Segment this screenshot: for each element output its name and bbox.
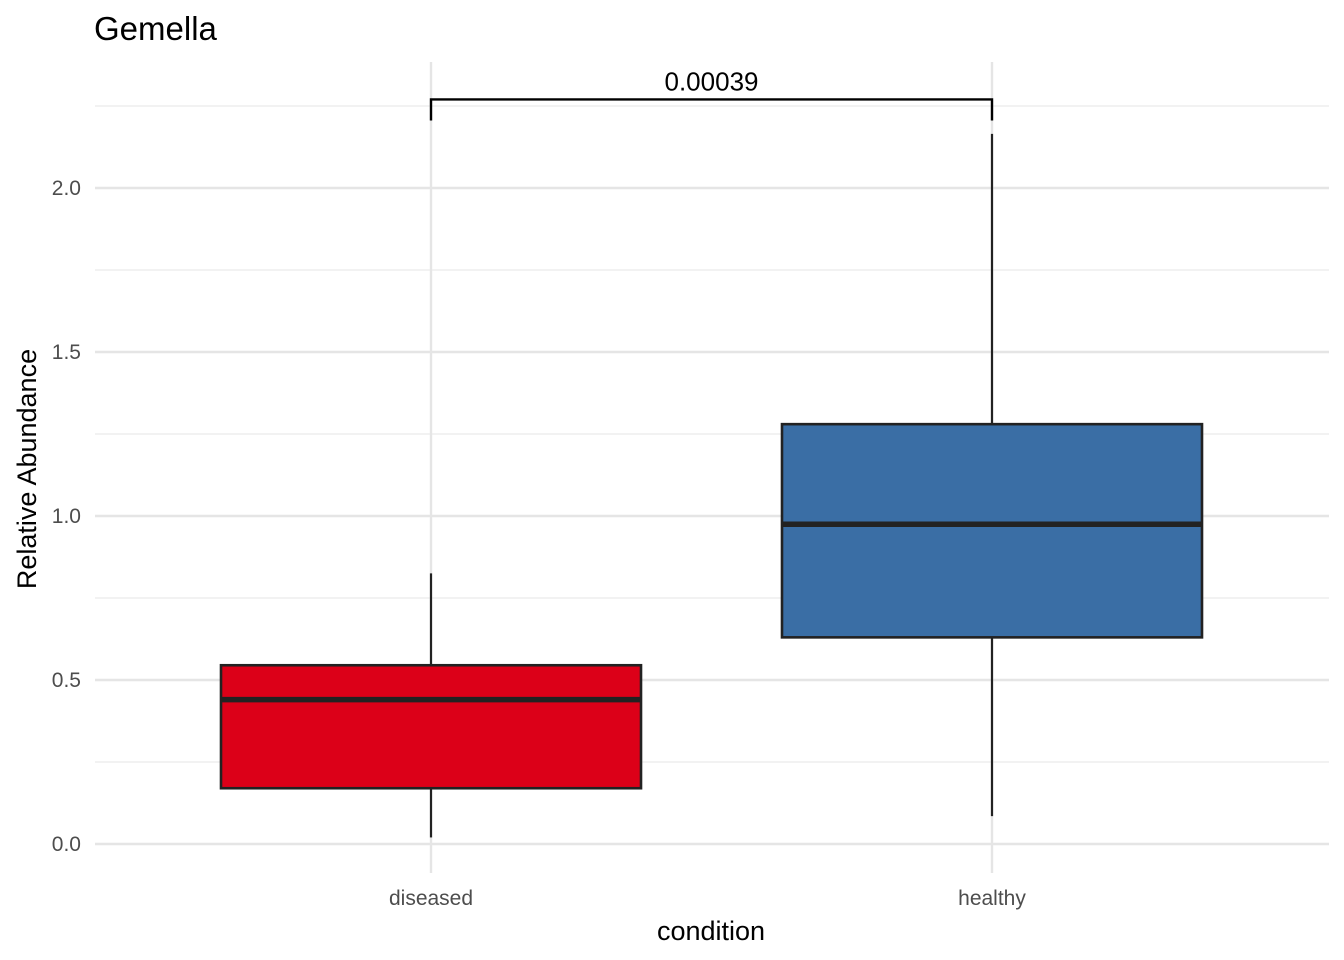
y-axis-title: Relative Abundance — [12, 349, 42, 589]
label-layer: 0.0 0.5 1.0 1.5 2.0 diseased healthy — [52, 177, 1027, 910]
y-tick-label: 0.5 — [52, 669, 81, 692]
significance-bracket — [429, 98, 994, 121]
box-healthy — [780, 422, 1204, 639]
y-tick-label: 2.0 — [52, 177, 81, 200]
chart-title: Gemella — [94, 10, 218, 47]
p-value-label: 0.00039 — [665, 66, 759, 96]
y-tick-label: 1.0 — [52, 505, 81, 528]
box-layer — [219, 133, 1204, 838]
box-diseased — [219, 663, 643, 790]
annotation-layer: 0.00039 — [429, 66, 994, 121]
x-tick-label: healthy — [958, 887, 1026, 910]
y-tick-label: 0.0 — [52, 833, 81, 856]
x-tick-label: diseased — [389, 887, 473, 910]
y-tick-label: 1.5 — [52, 341, 81, 364]
x-axis-title: condition — [657, 916, 765, 946]
